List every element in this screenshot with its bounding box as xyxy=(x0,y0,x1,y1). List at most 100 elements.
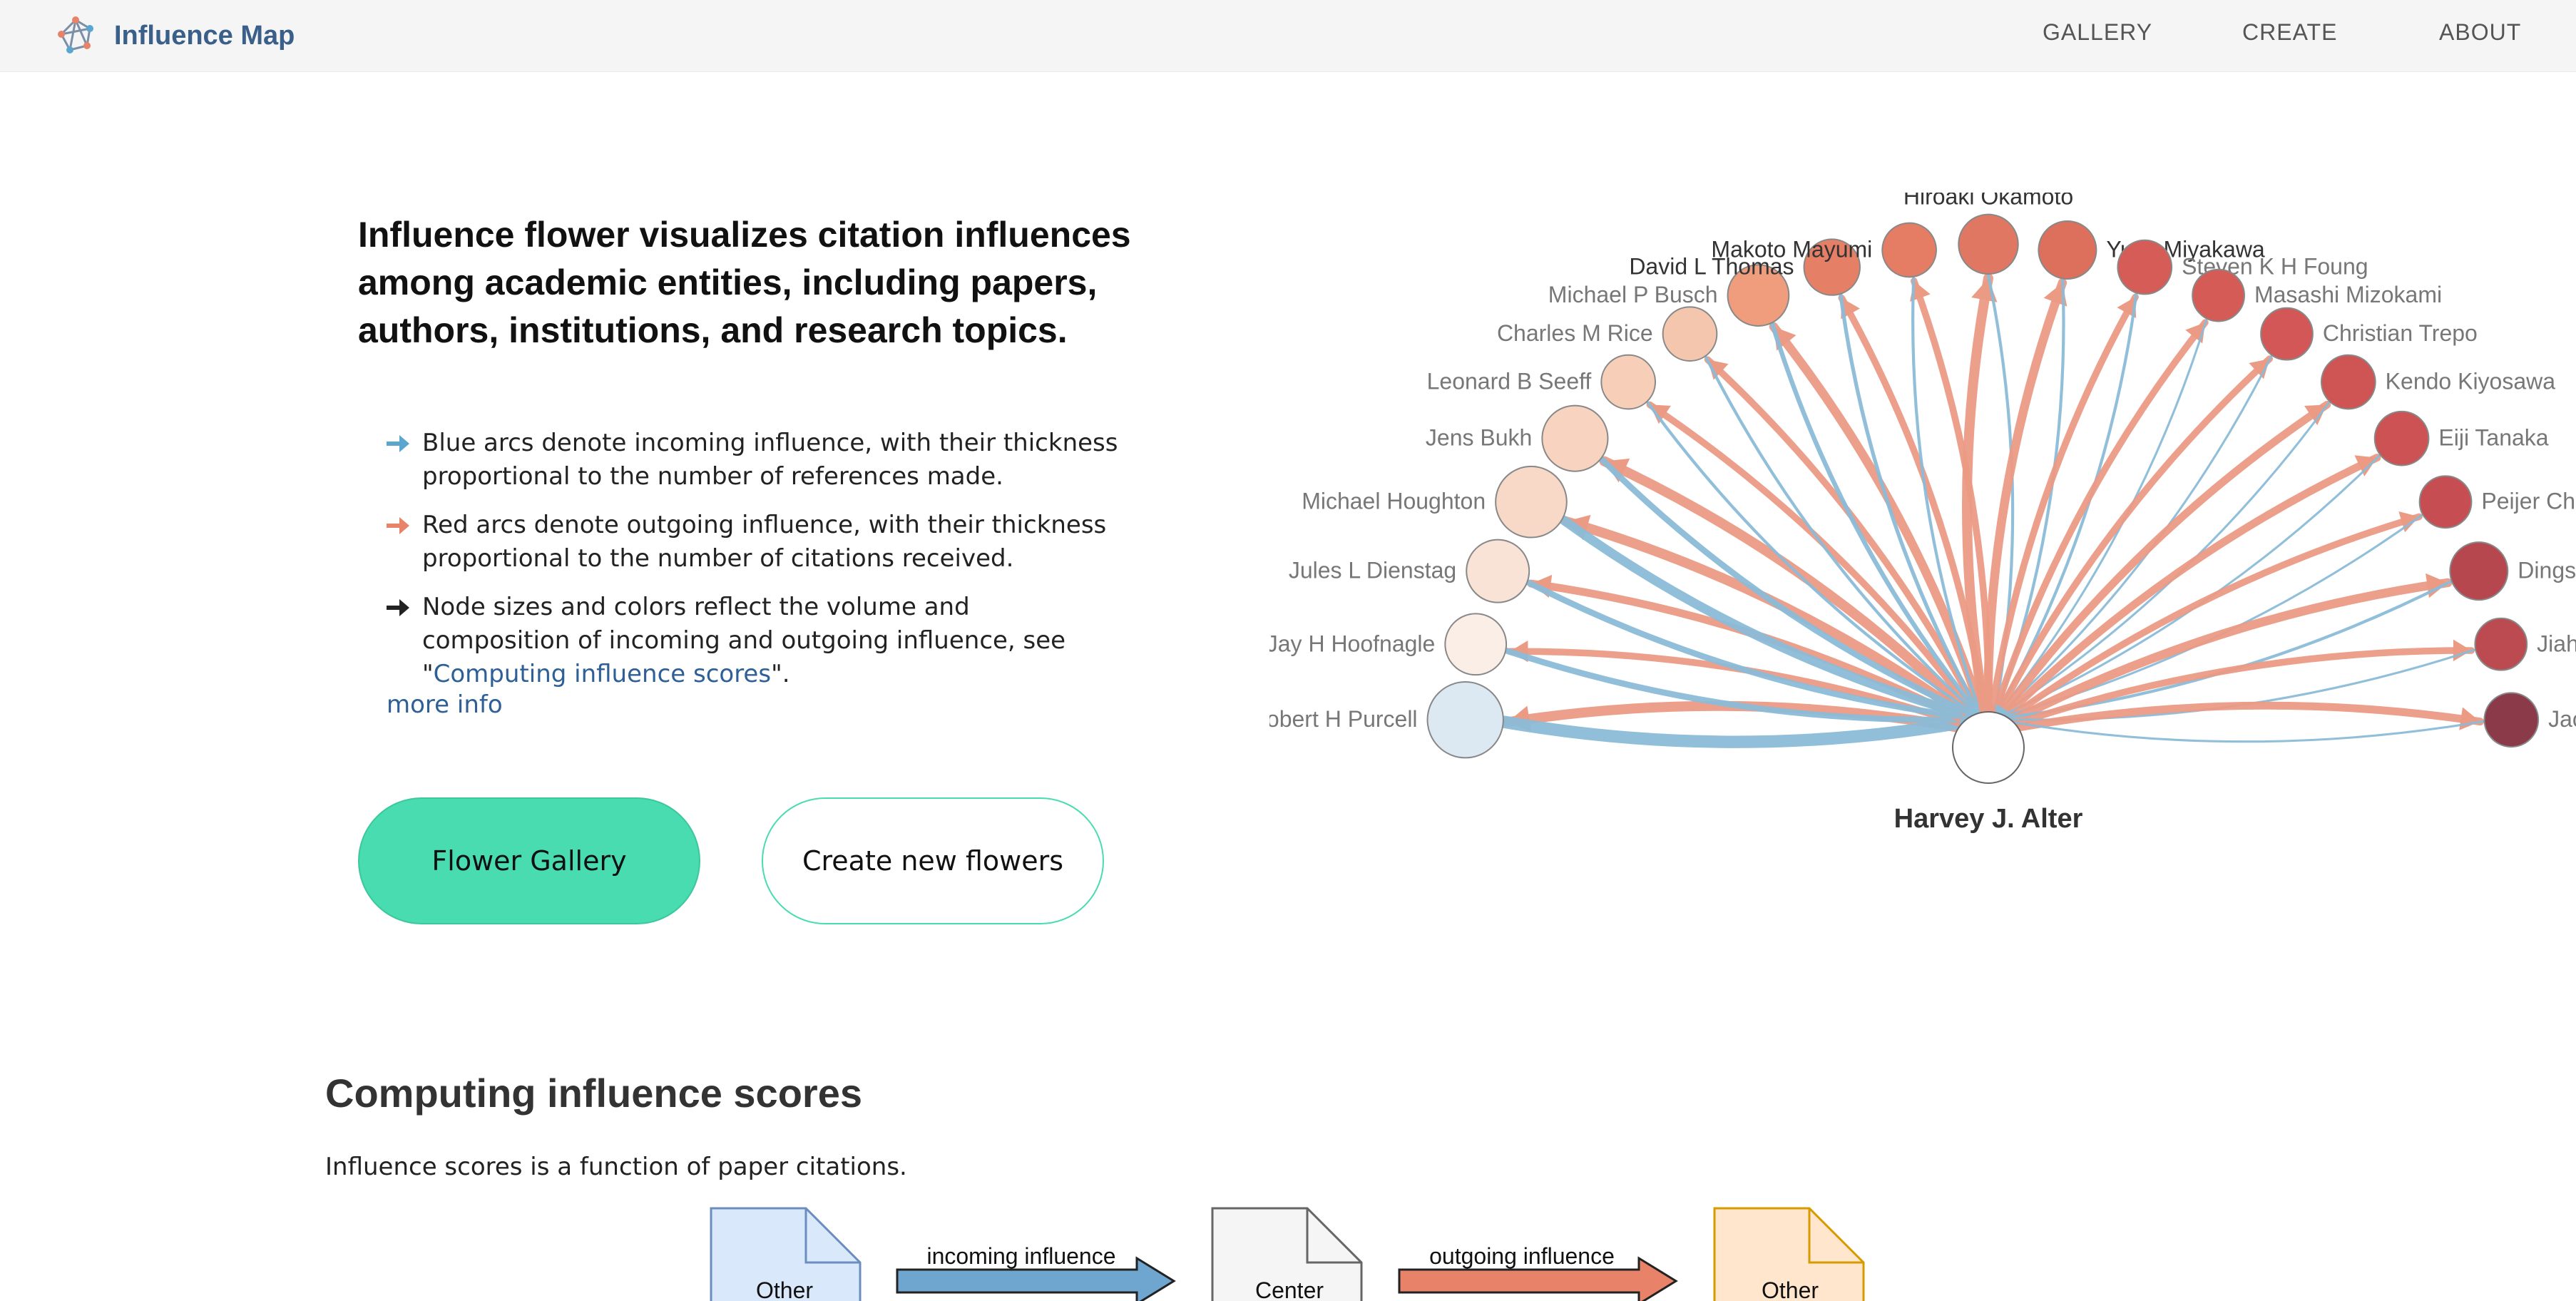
flower-node-label: Robert H Purcell xyxy=(1269,706,1418,732)
navbar: Influence Map GALLERY CREATE ABOUT xyxy=(0,0,2576,72)
outgoing-arc xyxy=(1984,701,2485,738)
incoming-arc xyxy=(1525,579,1986,723)
outgoing-arc xyxy=(1646,401,1992,737)
bullet-nodes-text: Node sizes and colors reflect the volume… xyxy=(422,593,1066,688)
arrow-outgoing: outgoing influence xyxy=(1398,1243,1678,1301)
outgoing-arrowhead xyxy=(1841,297,1860,320)
outgoing-arrowhead xyxy=(1910,280,1931,302)
outgoing-arrowhead xyxy=(1707,359,1729,380)
flower-node-label: Jens Bukh xyxy=(1426,425,1532,451)
flower-node[interactable] xyxy=(2418,475,2473,529)
flower-node-label: Eiji Tanaka xyxy=(2438,425,2548,451)
nav-about[interactable]: ABOUT xyxy=(2439,19,2522,45)
outgoing-arrowhead xyxy=(2043,282,2068,307)
flower-node[interactable] xyxy=(1466,539,1530,603)
flower-node-label: Peijer Chen xyxy=(2481,489,2576,514)
outgoing-arc xyxy=(1985,647,2475,737)
bullet-outgoing-text: Red arcs denote outgoing influence, with… xyxy=(422,511,1107,573)
flower-node[interactable] xyxy=(2192,268,2245,322)
flower-node-label: Jiahorng xyxy=(2537,631,2576,656)
flower-node[interactable] xyxy=(1662,306,1718,362)
outgoing-arrowhead xyxy=(2354,455,2377,476)
flower-node[interactable] xyxy=(1958,213,2019,275)
brand-name: Influence Map xyxy=(114,20,295,51)
outgoing-arrowhead xyxy=(2453,639,2472,662)
influence-diagram: Other incoming influence Center outgoing… xyxy=(710,1207,1865,1301)
doc-label: Other xyxy=(1762,1277,1819,1301)
flower-node[interactable] xyxy=(2449,541,2509,601)
bullet-nodes-tail: ". xyxy=(771,660,790,688)
incoming-arc xyxy=(1911,276,1985,721)
influence-flower: Robert H Purcell Jay H Hoofnagle Jules L D… xyxy=(1269,193,2576,834)
computing-scores-link[interactable]: Computing influence scores xyxy=(433,660,772,688)
arrow-label: incoming influence xyxy=(926,1243,1115,1269)
incoming-arc xyxy=(1769,322,1985,722)
flower-node[interactable] xyxy=(2474,617,2528,671)
flower-node[interactable] xyxy=(1426,681,1504,759)
flower-nodes: Robert H Purcell Jay H Hoofnagle Jules L D… xyxy=(1269,193,2576,759)
outgoing-arc xyxy=(1985,513,2423,737)
flower-node-label: Jack T S xyxy=(2548,706,2576,732)
outgoing-arrowhead xyxy=(2304,404,2327,426)
flower-node[interactable] xyxy=(1495,465,1568,539)
outgoing-arc xyxy=(1962,273,1993,738)
red-arrow-icon xyxy=(387,517,409,534)
section-text: Influence scores is a function of paper … xyxy=(325,1153,907,1181)
flower-node[interactable] xyxy=(1600,354,1657,410)
hero-title: Influence flower visualizes citation inf… xyxy=(358,215,1131,350)
flower-node[interactable] xyxy=(1727,264,1790,327)
flower-node-label: David L Thomas xyxy=(1629,254,1794,280)
center-node[interactable] xyxy=(1952,711,2025,784)
flower-node[interactable] xyxy=(2260,307,2314,361)
feature-list: Blue arcs denote incoming influence, wit… xyxy=(385,427,1120,706)
flower-node[interactable] xyxy=(2373,410,2430,466)
outgoing-arc xyxy=(1983,278,2068,738)
doc-center: Center xyxy=(1211,1207,1363,1301)
outgoing-arc xyxy=(1599,456,1993,738)
bullet-incoming: Blue arcs denote incoming influence, wit… xyxy=(385,427,1120,494)
blue-arrow-icon xyxy=(387,435,409,452)
arrow-incoming: incoming influence xyxy=(896,1243,1176,1301)
bullet-outgoing: Red arcs denote outgoing influence, with… xyxy=(385,509,1120,576)
flower-node-label: Michael P Busch xyxy=(1548,282,1718,307)
outgoing-arrowhead xyxy=(1971,278,1998,302)
flower-node-label: Jay H Hoofnagle xyxy=(1269,631,1435,656)
incoming-arc xyxy=(1646,401,1985,721)
flower-node[interactable] xyxy=(2038,220,2097,280)
network-logo-icon xyxy=(58,16,93,53)
flower-node-label: Makoto Mayumi xyxy=(1711,236,1872,262)
outgoing-arc xyxy=(1984,454,2381,738)
flower-gallery-button[interactable]: Flower Gallery xyxy=(358,797,700,924)
outgoing-arc xyxy=(1983,578,2453,738)
incoming-arc xyxy=(1503,648,1986,723)
flower-node[interactable] xyxy=(2483,692,2540,748)
bullet-incoming-text: Blue arcs denote incoming influence, wit… xyxy=(422,429,1118,491)
flower-node-label: Michael Houghton xyxy=(1302,489,1486,514)
flower-node[interactable] xyxy=(1881,222,1937,278)
flower-node[interactable] xyxy=(1803,238,1861,296)
flower-node[interactable] xyxy=(2117,239,2173,295)
incoming-arc xyxy=(1558,515,1988,724)
doc-other-right: Other xyxy=(1713,1207,1865,1301)
outgoing-arc xyxy=(1985,319,2209,737)
flower-node-label: Dingshinn xyxy=(2518,558,2576,583)
black-arrow-icon xyxy=(387,599,409,616)
nav-create[interactable]: CREATE xyxy=(2242,19,2338,45)
incoming-arc xyxy=(1704,355,1985,721)
incoming-arc xyxy=(1839,293,1985,721)
outgoing-arrowhead xyxy=(2117,297,2137,319)
outgoing-arc xyxy=(1985,293,2139,737)
flower-node[interactable] xyxy=(2320,354,2376,410)
bullet-nodes: Node sizes and colors reflect the volume… xyxy=(385,591,1120,691)
create-flowers-button[interactable]: Create new flowers xyxy=(762,797,1104,924)
more-info-link[interactable]: more info xyxy=(387,690,503,719)
flower-node-label: Hiroaki Okamoto xyxy=(1903,193,2073,210)
brand[interactable]: Influence Map xyxy=(56,16,295,56)
flower-node[interactable] xyxy=(1541,404,1609,472)
doc-label: Center xyxy=(1255,1277,1324,1301)
arrow-label: outgoing influence xyxy=(1429,1243,1615,1269)
nav-gallery[interactable]: GALLERY xyxy=(2043,19,2153,45)
incoming-arc xyxy=(1498,713,1989,748)
flower-node[interactable] xyxy=(1444,613,1508,676)
incoming-arc xyxy=(1993,718,2485,743)
